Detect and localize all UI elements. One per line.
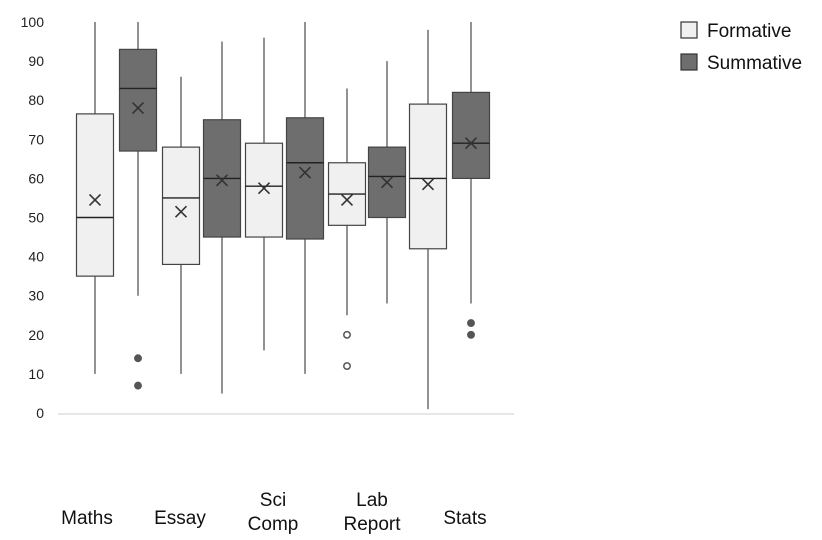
mean-marker bbox=[421, 178, 435, 191]
category-label: Essay bbox=[154, 508, 206, 529]
iqr-box bbox=[408, 103, 448, 250]
iqr-box bbox=[75, 113, 115, 277]
y-tick-label: 0 bbox=[36, 405, 44, 421]
y-tick-label: 60 bbox=[28, 170, 44, 186]
y-tick-label: 100 bbox=[21, 14, 45, 30]
mean-marker bbox=[464, 137, 478, 150]
outlier-point bbox=[134, 354, 142, 363]
outlier-point bbox=[343, 330, 351, 339]
y-tick-label: 10 bbox=[28, 366, 44, 382]
mean-marker bbox=[298, 166, 312, 179]
y-tick-label: 20 bbox=[28, 327, 44, 343]
category-labels: Maths Essay Sci Comp Lab Report Stats bbox=[61, 490, 487, 535]
y-tick-label: 50 bbox=[28, 210, 44, 226]
mean-marker bbox=[340, 193, 354, 206]
mean-marker bbox=[174, 205, 188, 218]
series-formative bbox=[75, 22, 448, 410]
category-label: Maths bbox=[61, 508, 113, 529]
outlier-point bbox=[134, 381, 142, 390]
iqr-box bbox=[118, 48, 158, 152]
series-summative bbox=[118, 22, 491, 394]
iqr-box bbox=[285, 117, 325, 240]
y-tick-label: 70 bbox=[28, 131, 44, 147]
y-tick-label: 80 bbox=[28, 92, 44, 108]
plot-layer bbox=[75, 22, 491, 410]
legend-swatch bbox=[680, 21, 698, 39]
y-tick-label: 90 bbox=[28, 53, 44, 69]
category-label: Lab Report bbox=[343, 490, 401, 535]
y-tick-label: 30 bbox=[28, 288, 44, 304]
mean-marker bbox=[380, 176, 394, 189]
legend-swatch bbox=[680, 53, 698, 71]
mean-marker bbox=[88, 193, 102, 206]
outlier-point bbox=[467, 319, 475, 328]
mean-marker bbox=[215, 174, 229, 187]
outlier-point bbox=[343, 362, 351, 371]
iqr-box bbox=[244, 142, 284, 238]
legend: Formative Summative bbox=[680, 21, 802, 74]
mean-marker bbox=[131, 101, 145, 115]
mean-marker bbox=[257, 182, 271, 195]
y-tick-label: 40 bbox=[28, 249, 44, 265]
axis-layer: 0 10 20 30 40 50 60 70 80 90 100 bbox=[21, 14, 514, 421]
category-label: Sci Comp bbox=[248, 490, 299, 535]
legend-label: Summative bbox=[707, 53, 802, 74]
outlier-point bbox=[467, 330, 475, 339]
iqr-box bbox=[451, 91, 491, 179]
legend-label: Formative bbox=[707, 21, 791, 42]
category-label: Stats bbox=[443, 508, 486, 529]
iqr-box bbox=[161, 146, 201, 266]
